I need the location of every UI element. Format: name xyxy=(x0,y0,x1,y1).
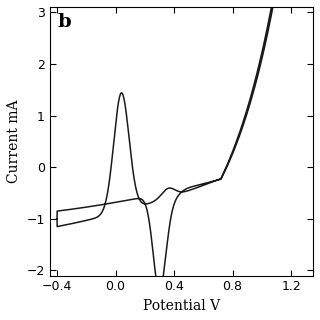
Text: b: b xyxy=(57,13,71,31)
X-axis label: Potential V: Potential V xyxy=(143,299,220,313)
Y-axis label: Current mA: Current mA xyxy=(7,100,21,183)
